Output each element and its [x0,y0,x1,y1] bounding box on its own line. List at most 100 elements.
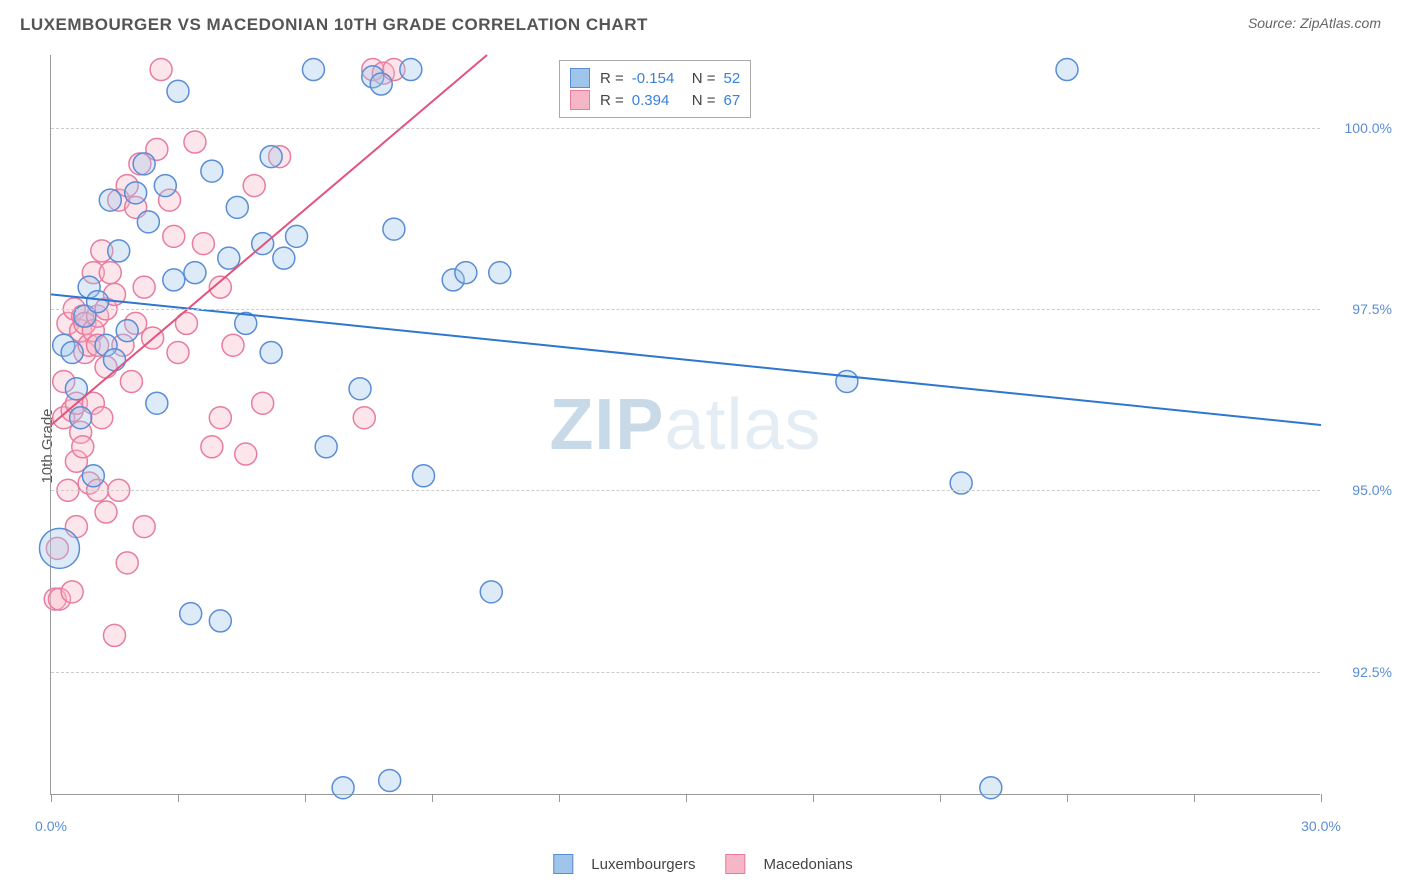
plot-area: ZIPatlas R =-0.154N =52R =0.394N =67 92.… [50,55,1320,795]
scatter-point [154,175,176,197]
scatter-point [379,769,401,791]
legend-label-luxembourgers: Luxembourgers [591,856,695,873]
legend-n-label: N = [692,70,716,87]
scatter-point [1056,59,1078,81]
x-tick [559,794,560,802]
scatter-point [167,341,189,363]
scatter-point [150,59,172,81]
scatter-point [163,225,185,247]
chart-container: LUXEMBOURGER VS MACEDONIAN 10TH GRADE CO… [0,0,1406,892]
scatter-point [201,436,223,458]
legend-label-macedonians: Macedonians [764,856,853,873]
source-label: Source: ZipAtlas.com [1248,15,1381,31]
scatter-point [133,276,155,298]
x-tick-label-end: 30.0% [1301,818,1341,834]
x-tick [1194,794,1195,802]
grid-line [51,672,1320,673]
scatter-point [125,182,147,204]
x-tick [305,794,306,802]
scatter-point [61,581,83,603]
legend-swatch [570,90,590,110]
scatter-point [184,262,206,284]
scatter-point [332,777,354,799]
scatter-point [226,196,248,218]
scatter-point [116,552,138,574]
legend-item-macedonians: Macedonians [726,854,853,874]
x-tick [1067,794,1068,802]
x-tick [1321,794,1322,802]
scatter-point [383,218,405,240]
scatter-point [260,341,282,363]
correlation-legend: R = -0.154N = 52 R = 0.394N = 67 [559,60,751,118]
legend-r-label: R = [600,92,624,109]
scatter-point [99,262,121,284]
scatter-point [413,465,435,487]
scatter-point [222,334,244,356]
scatter-point [260,146,282,168]
scatter-point [61,341,83,363]
x-tick [178,794,179,802]
x-tick [940,794,941,802]
x-tick-label-start: 0.0% [35,818,67,834]
scatter-point [273,247,295,269]
y-tick-label: 95.0% [1352,482,1392,498]
legend-n-value: 52 [724,70,741,87]
scatter-point [70,407,92,429]
scatter-point [400,59,422,81]
legend-r-value: 0.394 [632,92,692,109]
grid-line [51,309,1320,310]
scatter-point [252,392,274,414]
scatter-point [82,465,104,487]
scatter-point [180,603,202,625]
scatter-point [167,80,189,102]
grid-line [51,490,1320,491]
scatter-point [120,370,142,392]
legend-row: R = 0.394N = 67 [570,89,740,111]
trend-line [51,294,1321,425]
scatter-point [201,160,223,182]
scatter-point [353,407,375,429]
legend-swatch [570,68,590,88]
scatter-point [349,378,371,400]
scatter-point [163,269,185,291]
legend-n-value: 67 [724,92,741,109]
scatter-point [116,320,138,342]
scatter-point [286,225,308,247]
scatter-point [455,262,477,284]
y-tick-label: 97.5% [1352,301,1392,317]
scatter-point [137,211,159,233]
scatter-point [209,610,231,632]
bottom-legend: Luxembourgers Macedonians [553,854,852,874]
y-tick-label: 92.5% [1352,664,1392,680]
scatter-point [133,153,155,175]
legend-r-label: R = [600,70,624,87]
scatter-point [146,392,168,414]
grid-line [51,128,1320,129]
scatter-point [489,262,511,284]
chart-title: LUXEMBOURGER VS MACEDONIAN 10TH GRADE CO… [20,15,648,35]
x-tick [686,794,687,802]
scatter-point [95,501,117,523]
scatter-point [192,233,214,255]
x-tick [813,794,814,802]
scatter-point [836,370,858,392]
x-tick [432,794,433,802]
scatter-point [315,436,337,458]
scatter-point [108,240,130,262]
legend-swatch-luxembourgers [553,854,573,874]
legend-r-value: -0.154 [632,70,692,87]
scatter-point [370,73,392,95]
legend-swatch-macedonians [726,854,746,874]
scatter-point [133,516,155,538]
scatter-point [218,247,240,269]
scatter-point [243,175,265,197]
scatter-point [209,407,231,429]
scatter-point [302,59,324,81]
scatter-point [72,436,94,458]
scatter-point [99,189,121,211]
scatter-point [91,407,113,429]
legend-row: R = -0.154N = 52 [570,67,740,89]
scatter-point [104,349,126,371]
legend-item-luxembourgers: Luxembourgers [553,854,695,874]
legend-n-label: N = [692,92,716,109]
